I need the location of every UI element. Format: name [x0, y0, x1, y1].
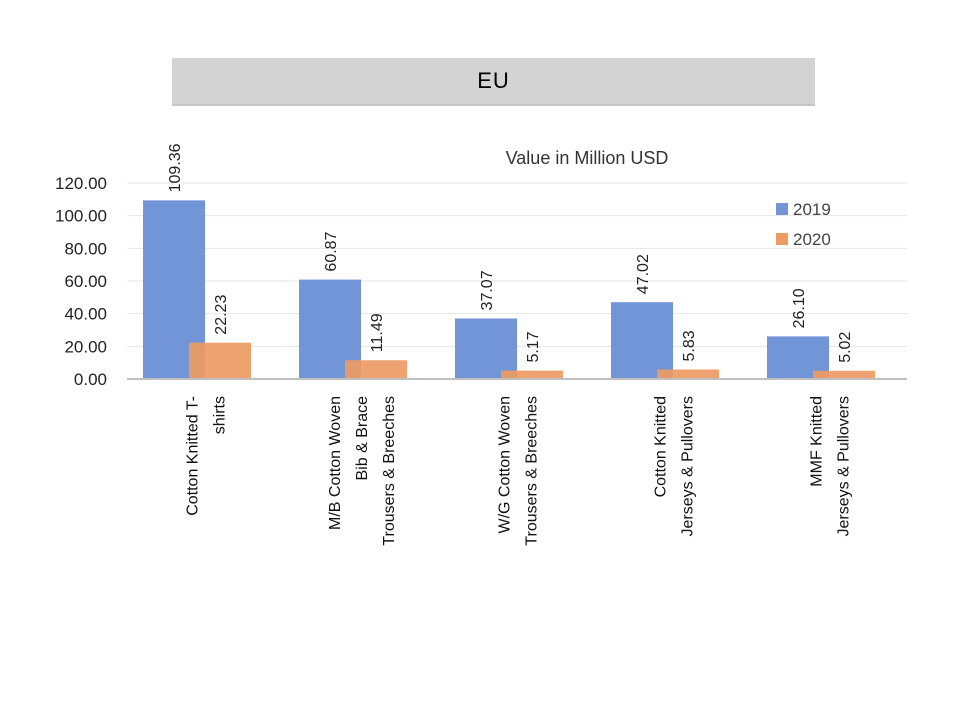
y-tick-label: 60.00 — [64, 272, 107, 291]
x-axis: Cotton Knitted T-shirts M/B Cotton Woven B… — [127, 378, 907, 546]
legend-label-2019: 2019 — [793, 200, 831, 219]
data-label-2020-1: 22.23 — [213, 295, 230, 335]
data-label-2020-3: 5.17 — [525, 331, 542, 362]
bar-2020-5 — [813, 370, 875, 379]
y-tick-label: 100.00 — [55, 207, 107, 226]
x-tick-label-line: Cotton Knitted T- — [185, 396, 202, 516]
bar-2020-1 — [189, 342, 251, 379]
data-label-2019-2: 60.87 — [323, 231, 340, 271]
x-tick-label-5: MMF Knitted Jerseys & Pullovers — [809, 396, 853, 537]
data-label-2019-5: 26.10 — [791, 288, 808, 328]
x-tick-label-3: W/G Cotton Woven Trousers & Breeches — [497, 396, 541, 546]
gridlines — [127, 182, 907, 347]
legend-swatch-2019 — [776, 203, 788, 215]
bar-2020-4 — [657, 369, 719, 379]
x-tick-label-line: Jerseys & Pullovers — [680, 396, 697, 537]
x-tick-label-4: Cotton Knitted Jerseys & Pullovers — [653, 396, 697, 537]
data-label-2019-1: 109.36 — [167, 143, 184, 192]
data-label-2019-3: 37.07 — [479, 270, 496, 310]
x-tick-label-2: M/B Cotton Woven Bib & Brace Trousers & Br… — [327, 396, 398, 546]
y-tick-label: 40.00 — [64, 305, 107, 324]
y-tick-label: 0.00 — [74, 370, 107, 389]
legend-label-2020: 2020 — [793, 230, 831, 249]
y-tick-label: 20.00 — [64, 337, 107, 356]
legend-swatch-2020 — [776, 233, 788, 245]
x-tick-label-line: MMF Knitted — [809, 396, 826, 487]
bar-2020-3 — [501, 370, 563, 379]
bar-2019-4 — [611, 302, 673, 379]
data-label-2020-5: 5.02 — [837, 332, 854, 363]
x-tick-label-line: Trousers & Breeches — [524, 396, 541, 546]
x-tick-label-1: Cotton Knitted T-shirts — [185, 396, 229, 516]
x-tick-label-line: Trousers & Breeches — [381, 396, 398, 546]
x-tick-label-line: shirts — [212, 396, 229, 434]
legend: 2019 2020 — [776, 200, 831, 249]
data-label-2020-4: 5.83 — [681, 330, 698, 361]
x-tick-label-line: M/B Cotton Woven — [327, 396, 344, 530]
bars — [143, 200, 875, 379]
x-tick-label-line: W/G Cotton Woven — [497, 396, 514, 534]
bar-2020-2 — [345, 360, 407, 379]
y-tick-label: 80.00 — [64, 239, 107, 258]
x-tick-label-line: Bib & Brace — [354, 396, 371, 481]
data-label-2019-4: 47.02 — [635, 254, 652, 294]
x-tick-label-line: Jerseys & Pullovers — [836, 396, 853, 537]
y-axis: 0.00 20.00 40.00 60.00 80.00 100.00 120.00 — [55, 174, 107, 389]
chart-subtitle: Value in Million USD — [506, 148, 669, 168]
x-tick-label-line: Cotton Knitted — [653, 396, 670, 497]
data-label-2020-2: 11.49 — [369, 313, 386, 352]
banner-title: EU — [477, 68, 510, 93]
y-tick-label: 120.00 — [55, 174, 107, 193]
chart-banner: EU — [172, 58, 815, 106]
data-labels: 109.36 60.87 37.07 47.02 26.10 22.23 11.49 5.17… — [167, 143, 854, 362]
bar-2019-3 — [455, 318, 517, 379]
